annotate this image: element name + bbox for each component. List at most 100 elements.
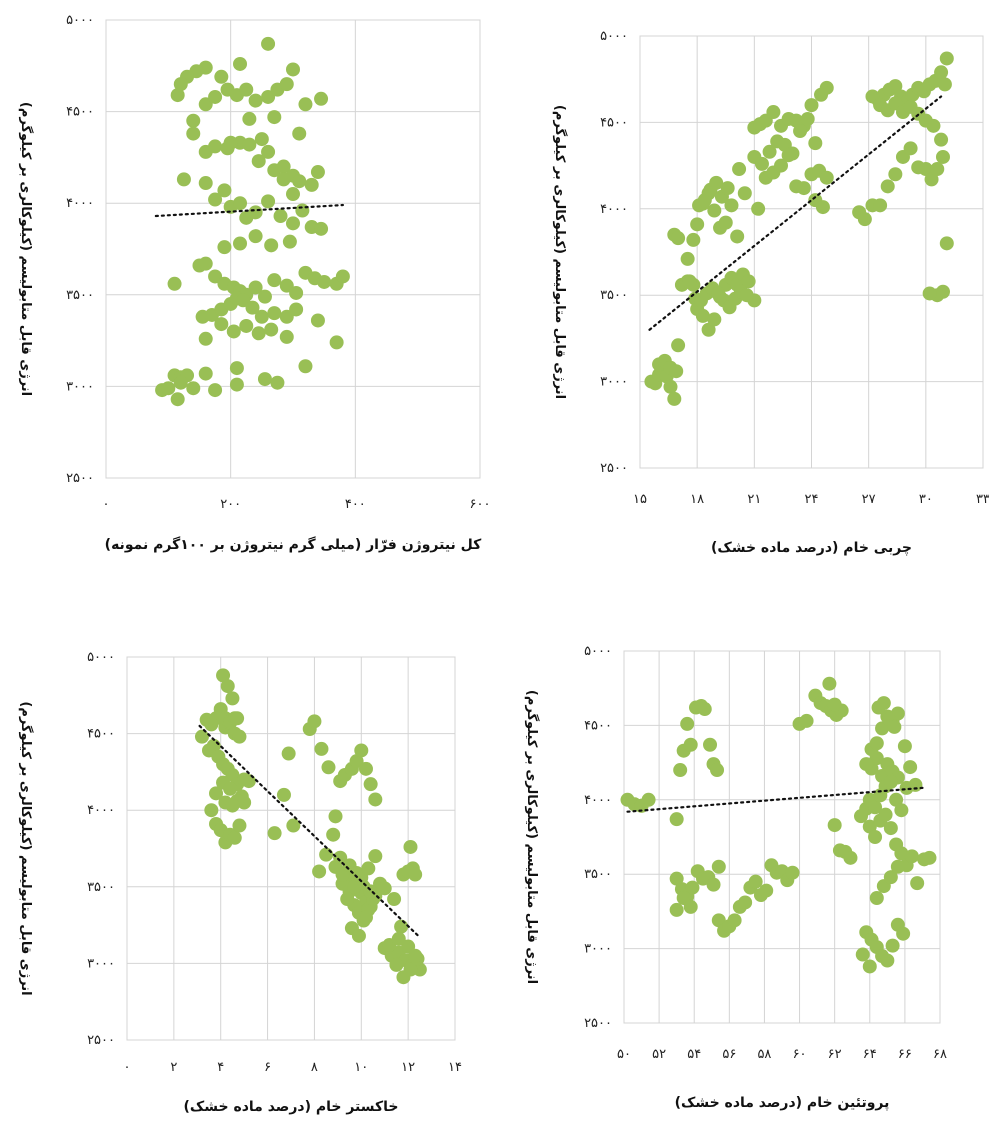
- data-point: [720, 181, 735, 196]
- data-point: [855, 947, 870, 962]
- data-point: [264, 322, 279, 337]
- data-point: [233, 236, 248, 251]
- x-tick-label: ۶۰: [793, 1047, 807, 1062]
- y-axis-label: انرژی قابل متابولیسم (کیلوکالری بر کیلوگ…: [18, 701, 34, 995]
- data-point: [251, 154, 266, 169]
- data-point: [242, 137, 257, 152]
- data-point: [673, 763, 688, 778]
- y-tick-label: ۴۰۰۰: [66, 196, 94, 211]
- data-point: [377, 881, 392, 896]
- data-point: [261, 194, 276, 209]
- x-tick-label: ۶۶: [898, 1047, 912, 1062]
- data-point: [239, 318, 254, 333]
- data-point: [340, 892, 355, 907]
- trendline: [648, 95, 943, 331]
- data-point: [724, 198, 739, 213]
- data-point: [176, 172, 191, 187]
- data-point: [217, 183, 232, 198]
- data-point: [208, 192, 223, 207]
- x-tick-label: ۳۳: [976, 492, 989, 507]
- y-tick-label: ۲۵۰۰: [66, 471, 94, 486]
- data-point: [254, 132, 269, 147]
- data-point: [233, 196, 248, 211]
- data-point: [267, 306, 282, 321]
- data-point: [310, 165, 325, 180]
- data-point: [161, 381, 176, 396]
- y-tick-label: ۵۰۰۰: [66, 13, 94, 28]
- data-point: [170, 392, 185, 407]
- trendline: [154, 203, 344, 218]
- data-point: [208, 139, 223, 154]
- data-point: [314, 221, 329, 236]
- data-point: [903, 760, 918, 775]
- data-point: [697, 193, 712, 208]
- data-point: [727, 913, 742, 928]
- data-point: [186, 381, 201, 396]
- data-point: [281, 746, 296, 761]
- data-point: [408, 948, 423, 963]
- y-tick-label: ۳۰۰۰: [87, 956, 115, 971]
- y-tick-label: ۲۵۰۰: [87, 1033, 115, 1048]
- data-point: [918, 162, 933, 177]
- y-axis-label: انرژی قابل متابولیسم (کیلوکالری بر کیلوگ…: [18, 102, 34, 396]
- plot-area: [623, 650, 941, 1024]
- data-point: [241, 774, 256, 789]
- data-point: [248, 229, 263, 244]
- data-point: [894, 803, 909, 818]
- data-point: [878, 807, 893, 822]
- data-point: [326, 827, 341, 842]
- data-point: [887, 719, 902, 734]
- data-point: [873, 198, 888, 213]
- data-point: [669, 364, 684, 379]
- data-point: [730, 229, 745, 244]
- data-point: [680, 251, 695, 266]
- data-point: [387, 892, 402, 907]
- chart-protein: ۵۰ ۵۲ ۵۴ ۵۶ ۵۸ ۶۰ ۶۲ ۶۴ ۶۶ ۶۸ ۲۵۰۰ ۳۰۰۰ ۳۵۰۰ ۴۰۰۰ ۴۵۰۰…: [524, 644, 947, 1111]
- data-point: [937, 77, 952, 92]
- data-point: [248, 280, 263, 295]
- data-point: [897, 739, 912, 754]
- data-point: [934, 65, 949, 80]
- data-point: [214, 317, 229, 332]
- y-tick-label: ۴۵۰۰: [584, 718, 612, 733]
- data-point: [922, 286, 937, 301]
- x-tick-label: ۵۲: [652, 1047, 666, 1062]
- data-point: [368, 849, 383, 864]
- data-point: [354, 743, 369, 758]
- data-point: [888, 79, 903, 94]
- data-point: [883, 821, 898, 836]
- x-tick-label: ۴۰۰: [345, 497, 366, 512]
- data-point: [394, 919, 409, 934]
- x-tick-label: ۱۲: [401, 1060, 415, 1075]
- x-tick-label: ۴: [217, 1060, 224, 1075]
- data-point: [739, 288, 754, 303]
- data-point: [868, 830, 883, 844]
- data-point: [198, 176, 213, 191]
- data-point: [904, 849, 919, 864]
- y-tick-label: ۴۵۰۰: [66, 105, 94, 120]
- data-point: [939, 236, 954, 251]
- data-point: [276, 159, 291, 174]
- x-tick-label: ۱۵: [633, 492, 647, 507]
- data-point: [257, 289, 272, 304]
- data-point: [298, 359, 313, 374]
- data-point: [194, 729, 209, 744]
- data-point: [751, 201, 766, 216]
- data-point: [173, 375, 188, 390]
- data-point: [368, 792, 383, 807]
- data-point: [254, 309, 269, 324]
- data-point: [248, 93, 263, 108]
- x-tick-label: ۱۴: [448, 1060, 462, 1075]
- data-point: [198, 331, 213, 346]
- data-point: [759, 883, 774, 898]
- data-point: [667, 391, 682, 406]
- x-tick-label: ۰: [103, 497, 110, 512]
- data-point: [279, 77, 294, 92]
- data-point: [276, 787, 291, 802]
- y-tick-label: ۳۰۰۰: [584, 942, 612, 957]
- data-point: [319, 847, 334, 862]
- data-point: [707, 312, 722, 327]
- trendline: [198, 724, 421, 939]
- data-point: [754, 156, 769, 171]
